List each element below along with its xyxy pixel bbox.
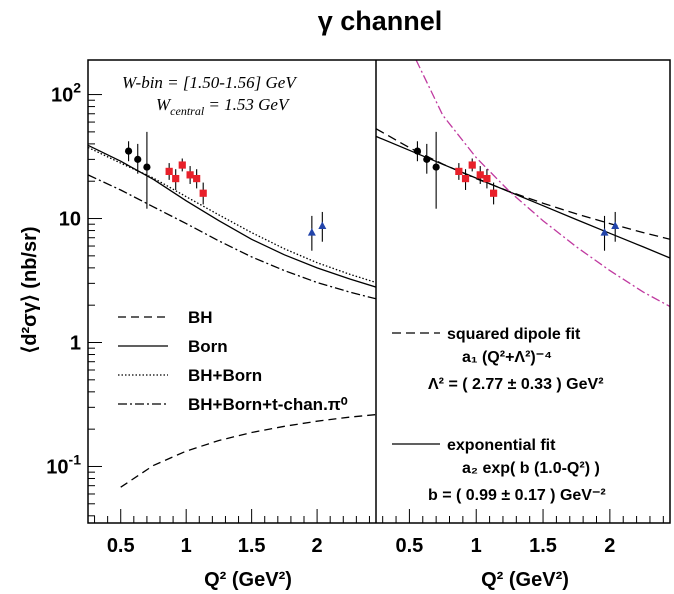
data-point: [124, 147, 133, 155]
data-point: [490, 189, 498, 197]
data-point: [186, 171, 194, 179]
legend-dipole-result: Λ² = ( 2.77 ± 0.33 ) GeV²: [428, 376, 604, 393]
data-point: [193, 174, 201, 183]
data-point: [165, 167, 173, 175]
y-tick-label: 10: [59, 209, 81, 231]
x-tick-label: 1: [471, 535, 482, 557]
wcentral-value: = 1.53 GeV: [204, 95, 291, 114]
curve: [376, 128, 670, 240]
x-axis-left: 0.5 1 1.5 2: [94, 509, 370, 557]
y-tick-label: 10-1: [46, 451, 81, 478]
legend-exp-label: exponential fit: [447, 437, 556, 454]
x-tick-label: 0.5: [396, 535, 424, 557]
wcentral-prefix: W: [156, 95, 172, 114]
plot-frame: [87, 59, 671, 524]
data-point: [318, 221, 327, 230]
data-point: [432, 163, 440, 171]
data-point: [461, 174, 470, 183]
legend-dipole-formula: a₁ (Q²+Λ²)⁻⁴: [462, 349, 552, 366]
x-tick-label: 2: [604, 535, 615, 557]
right-legend: squared dipole fit a₁ (Q²+Λ²)⁻⁴ Λ² = ( 2…: [392, 326, 606, 504]
data-point: [413, 147, 422, 155]
legend-exp-result: b = ( 0.99 ± 0.17 ) GeV⁻²: [428, 487, 606, 504]
curve: [88, 144, 376, 288]
data-point: [600, 228, 609, 236]
x-tick-label: 1.5: [238, 535, 266, 557]
x-tick-label: 1.5: [529, 535, 557, 557]
x-tick-label: 2: [312, 535, 323, 557]
curve: [376, 135, 670, 259]
x-axis-label-right: Q² (GeV²): [481, 569, 569, 591]
data-point: [423, 155, 431, 163]
data-point: [483, 174, 491, 183]
data-point: [307, 228, 316, 236]
left-panel: [88, 131, 376, 488]
data-point: [172, 174, 180, 183]
x-axis-label-left: Q² (GeV²): [204, 569, 292, 591]
x-tick-label: 0.5: [107, 535, 135, 557]
y-tick-label: 102: [51, 80, 81, 107]
x-tick-label: 1: [181, 535, 192, 557]
wcentral-subscript: central: [170, 104, 205, 118]
legend-dipole-label: squared dipole fit: [447, 326, 581, 343]
data-point: [143, 163, 151, 171]
legend-label: Born: [188, 337, 228, 356]
curve: [120, 413, 376, 488]
data-point: [611, 221, 620, 230]
data-point: [455, 167, 463, 175]
wbin-annotation: W-bin = [1.50-1.56] GeV: [122, 73, 298, 92]
y-axis-label: ⟨d²σγ⟩ (nb/sr): [19, 226, 41, 353]
right-panel: [376, 60, 670, 308]
data-point: [476, 171, 484, 179]
data-point: [178, 161, 186, 169]
left-legend: BH Born BH+Born BH+Born+t-chan.π⁰: [118, 308, 348, 414]
y-tick-label: 1: [70, 333, 81, 355]
curve: [415, 60, 670, 308]
x-axis-right: 0.5 1 1.5 2: [382, 509, 664, 557]
legend-exp-formula: a₂ exp( b (1.0-Q²) ): [462, 460, 600, 477]
curve: [88, 174, 376, 300]
legend-label: BH+Born: [188, 366, 262, 385]
data-point: [468, 161, 476, 169]
curve: [88, 146, 376, 284]
chart-title: γ channel: [318, 6, 443, 36]
y-axis: 10-1 1 10 102: [46, 80, 102, 517]
legend-label: BH+Born+t-chan.π⁰: [188, 395, 348, 414]
legend-label: BH: [188, 308, 213, 327]
data-point: [134, 155, 142, 163]
data-point: [199, 189, 207, 197]
wcentral-annotation: Wcentral = 1.53 GeV: [156, 95, 291, 118]
